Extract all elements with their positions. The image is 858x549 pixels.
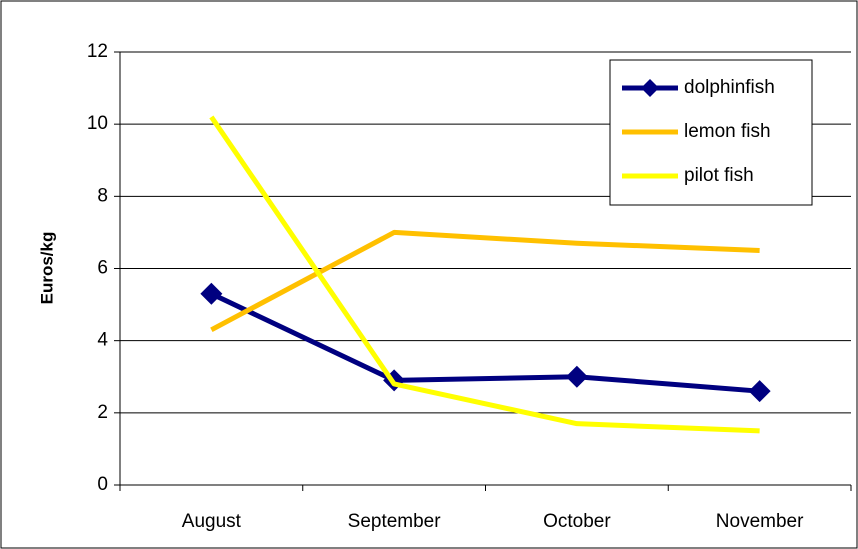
legend-label: lemon fish xyxy=(684,121,771,142)
y-tick-label: 8 xyxy=(97,185,108,206)
x-tick-label: October xyxy=(543,511,611,532)
y-tick-label: 12 xyxy=(87,41,108,62)
series-marker xyxy=(565,365,588,388)
series-marker xyxy=(200,282,223,305)
y-tick-label: 10 xyxy=(87,113,108,134)
legend-label: pilot fish xyxy=(684,165,754,186)
legend-label: dolphinfish xyxy=(684,77,775,98)
series-line xyxy=(210,291,760,394)
x-tick-label: November xyxy=(716,511,804,532)
x-tick-label: September xyxy=(348,511,442,532)
series-line xyxy=(210,229,760,333)
series-marker xyxy=(748,380,771,403)
x-tick-label: August xyxy=(182,511,242,532)
series-line xyxy=(209,115,760,434)
y-axis-label: Euros/kg xyxy=(37,232,56,305)
y-tick-label: 0 xyxy=(97,474,108,495)
y-tick-label: 6 xyxy=(97,258,108,279)
y-tick-label: 4 xyxy=(97,330,108,351)
y-tick-label: 2 xyxy=(97,402,108,423)
legend-marker xyxy=(641,79,659,97)
